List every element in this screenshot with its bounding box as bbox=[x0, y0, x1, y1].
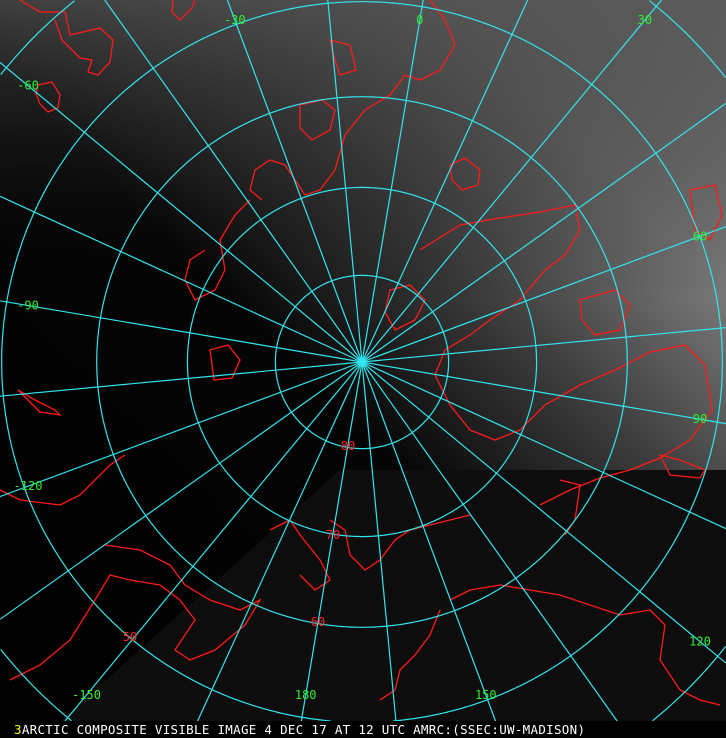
parallel-50 bbox=[1, 1, 723, 721]
parallel-40 bbox=[0, 0, 726, 721]
longitude-label: -90 bbox=[17, 299, 39, 313]
longitude-label: -120 bbox=[14, 479, 43, 493]
coastline bbox=[658, 454, 706, 479]
meridian-225 bbox=[0, 361, 363, 620]
longitude-label: 180 bbox=[295, 688, 317, 702]
image-caption-bar: 3ARCTIC COMPOSITE VISIBLE IMAGE 4 DEC 17… bbox=[0, 721, 726, 738]
parallel-80 bbox=[274, 274, 450, 450]
meridian-60 bbox=[361, 226, 726, 363]
latitude-label: 80 bbox=[341, 439, 355, 453]
lat-lon-grid bbox=[0, 0, 726, 721]
longitude-label: 60 bbox=[693, 229, 707, 243]
latitude-label: 70 bbox=[326, 528, 340, 542]
latitude-label: 60 bbox=[311, 615, 325, 629]
meridian-135 bbox=[361, 361, 618, 721]
coastline bbox=[171, 0, 196, 21]
frame-number: 3 bbox=[14, 722, 22, 737]
meridian-255 bbox=[0, 361, 363, 397]
grid-labels: 0 30 60 90 120 150 180 -150 -120 -90 -60 -30 80 70 60 5… bbox=[14, 13, 711, 702]
meridian-180 bbox=[300, 361, 363, 721]
coastline bbox=[329, 39, 357, 76]
meridian-30 bbox=[361, 0, 662, 363]
meridian-0 bbox=[361, 0, 424, 363]
coastline bbox=[17, 389, 62, 416]
coastline bbox=[419, 204, 713, 506]
coastline bbox=[579, 289, 631, 336]
meridian-90 bbox=[361, 361, 726, 425]
longitude-label: -150 bbox=[72, 688, 101, 702]
meridian-210 bbox=[64, 361, 363, 721]
coastline bbox=[379, 609, 441, 701]
meridian-345 bbox=[327, 0, 363, 363]
coastline bbox=[35, 81, 61, 113]
meridian-105 bbox=[361, 361, 726, 530]
parallel-60 bbox=[96, 96, 628, 628]
meridian-165 bbox=[361, 361, 397, 721]
meridian-270 bbox=[0, 300, 363, 363]
coastline bbox=[19, 0, 114, 76]
latitude-label: 50 bbox=[123, 630, 137, 644]
meridian-195 bbox=[197, 361, 363, 721]
meridian-75 bbox=[361, 327, 726, 363]
meridian-120 bbox=[361, 361, 726, 664]
meridian-315 bbox=[104, 0, 363, 363]
image-caption: ARCTIC COMPOSITE VISIBLE IMAGE 4 DEC 17 … bbox=[21, 722, 586, 737]
coastline bbox=[209, 344, 241, 381]
coastline bbox=[184, 199, 251, 301]
parallel-70 bbox=[186, 186, 538, 538]
coastline bbox=[9, 544, 262, 681]
meridian-300 bbox=[0, 62, 363, 363]
longitude-label: -60 bbox=[17, 79, 39, 93]
meridian-240 bbox=[0, 361, 363, 498]
longitude-label: 120 bbox=[689, 635, 711, 649]
coastlines bbox=[0, 0, 723, 706]
meridian-330 bbox=[226, 0, 363, 363]
coastline bbox=[449, 157, 481, 191]
meridian-150 bbox=[361, 361, 497, 721]
meridian-15 bbox=[361, 0, 529, 363]
longitude-label: 0 bbox=[416, 13, 423, 27]
coastline bbox=[0, 454, 126, 506]
coastline bbox=[249, 0, 456, 201]
cloud-imagery-upper bbox=[0, 0, 726, 300]
longitude-label: 150 bbox=[475, 688, 497, 702]
coastline bbox=[449, 584, 721, 706]
longitude-label: 30 bbox=[638, 13, 652, 27]
longitude-label: 90 bbox=[693, 412, 707, 426]
meridian-45 bbox=[361, 102, 726, 363]
coastline bbox=[329, 514, 471, 571]
meridian-285 bbox=[0, 195, 363, 363]
arctic-map: 0 30 60 90 120 150 180 -150 -120 -90 -60 -30 80 70 60 5… bbox=[0, 0, 726, 721]
longitude-label: -30 bbox=[224, 13, 246, 27]
